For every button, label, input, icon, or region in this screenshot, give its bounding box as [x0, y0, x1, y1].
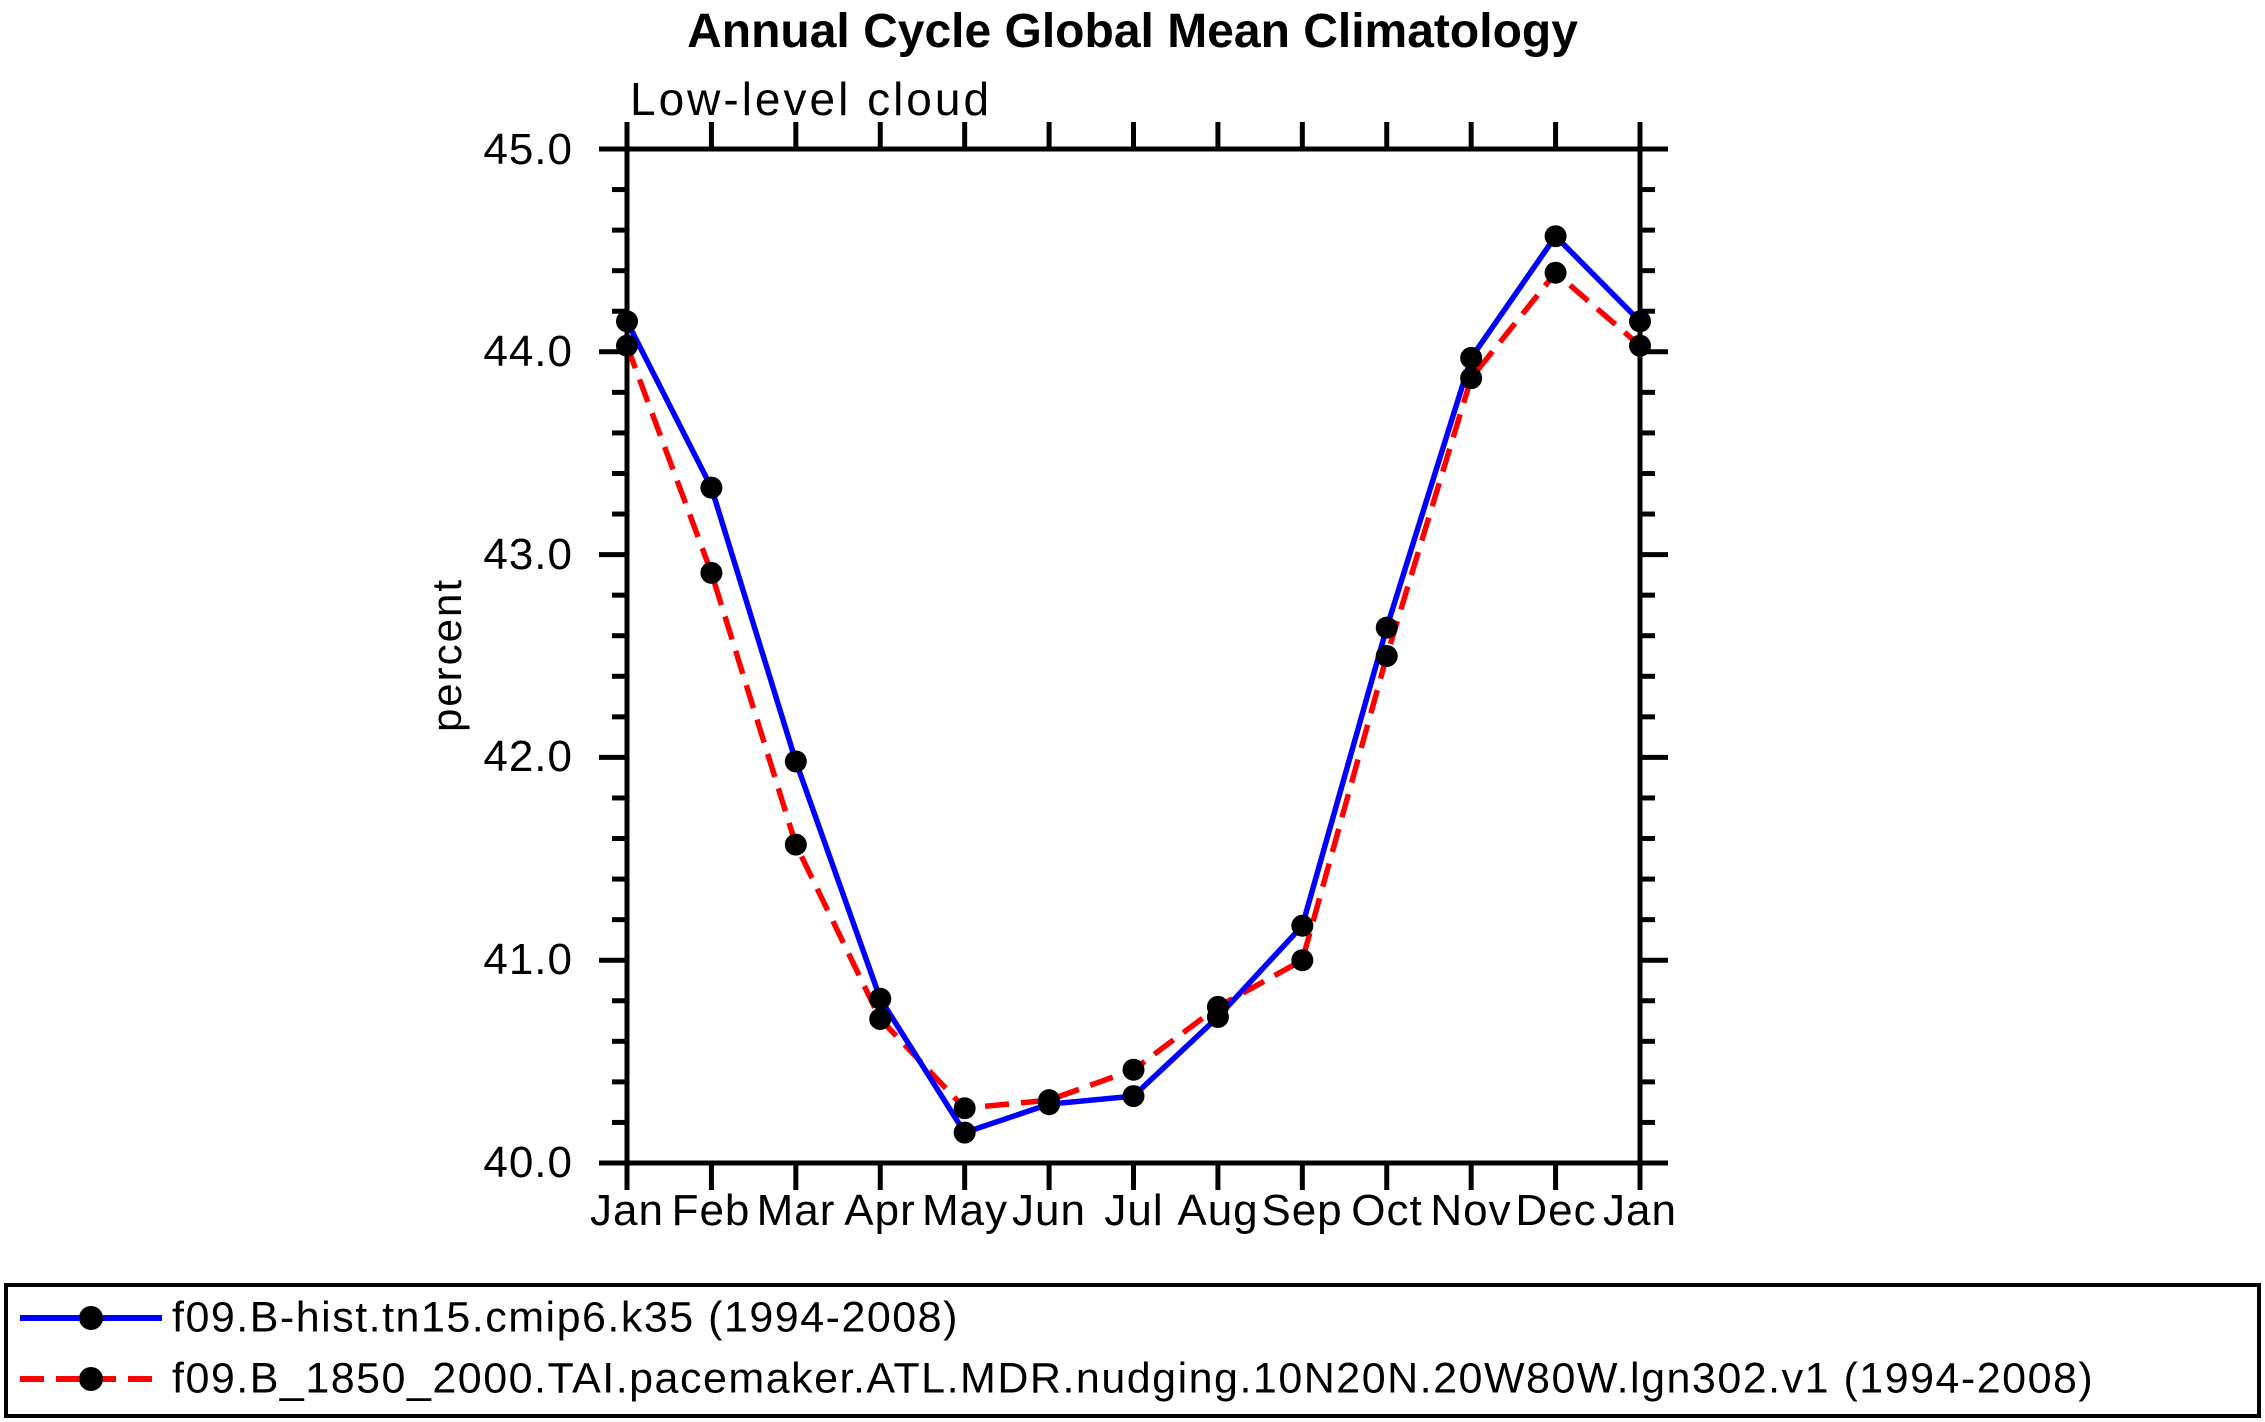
data-point-marker	[1206, 1005, 1229, 1028]
x-tick-label: Apr	[844, 1186, 916, 1235]
data-point-marker	[953, 1097, 976, 1120]
chart-title: Annual Cycle Global Mean Climatology	[687, 5, 1578, 58]
y-tick-label: 41.0	[483, 935, 573, 984]
series-line-0	[624, 231, 1642, 1136]
x-tick-label: Sep	[1261, 1186, 1343, 1235]
data-point-marker	[1038, 1093, 1061, 1116]
x-tick-label: May	[921, 1186, 1009, 1235]
legend-line-sample-series0	[20, 1306, 162, 1330]
data-point-marker	[1460, 346, 1483, 369]
data-point-marker	[1460, 367, 1483, 390]
y-tick-label: 45.0	[483, 125, 573, 174]
data-point-marker	[616, 334, 638, 357]
data-point-marker	[869, 1008, 892, 1031]
x-tick-label: Dec	[1515, 1186, 1597, 1235]
data-point-marker	[1629, 334, 1651, 357]
y-tick-label: 42.0	[483, 732, 573, 781]
data-point-marker	[869, 987, 892, 1010]
legend-marker-dot	[79, 1367, 103, 1391]
data-point-marker	[700, 476, 723, 499]
data-point-marker	[700, 561, 723, 584]
x-tick-label: Feb	[671, 1186, 751, 1235]
data-point-marker	[1375, 645, 1398, 667]
x-tick-label: Nov	[1430, 1186, 1512, 1235]
panel-title: Low-level cloud	[630, 73, 993, 125]
x-tick-label: Jul	[1104, 1186, 1164, 1235]
plot-area	[599, 122, 1668, 1190]
x-tick-label: Jun	[1012, 1186, 1086, 1235]
legend-box: f09.B-hist.tn15.cmip6.k35 (1994-2008) f0…	[4, 1283, 2261, 1418]
y-tick-label: 44.0	[483, 327, 573, 376]
data-point-marker	[1291, 914, 1314, 937]
data-point-marker	[616, 310, 638, 333]
data-point-marker	[1122, 1085, 1145, 1108]
data-point-marker	[1375, 616, 1398, 639]
axis-box	[624, 146, 1643, 1166]
y-tick-label: 43.0	[483, 530, 573, 579]
series-line-1	[624, 268, 1642, 1112]
legend-label-series0: f09.B-hist.tn15.cmip6.k35 (1994-2008)	[172, 1293, 959, 1342]
data-point-marker	[784, 833, 807, 856]
x-tick-label: Jan	[590, 1186, 664, 1235]
x-tick-label: Oct	[1351, 1186, 1423, 1235]
data-point-marker	[784, 750, 807, 773]
data-point-marker	[1629, 310, 1651, 333]
x-tick-label: Mar	[756, 1186, 836, 1235]
legend-label-series1: f09.B_1850_2000.TAI.pacemaker.ATL.MDR.nu…	[172, 1354, 2095, 1403]
x-tick-label: Jan	[1603, 1186, 1677, 1235]
data-point-marker	[953, 1121, 976, 1144]
legend-marker-dot	[79, 1306, 103, 1330]
y-tick-label: 40.0	[483, 1138, 573, 1187]
data-point-marker	[1122, 1058, 1145, 1081]
data-point-marker	[1291, 949, 1314, 972]
data-point-marker	[1544, 225, 1567, 248]
data-point-marker	[1544, 261, 1567, 284]
legend-line-sample-series1	[20, 1367, 162, 1391]
x-tick-label: Aug	[1177, 1186, 1259, 1235]
